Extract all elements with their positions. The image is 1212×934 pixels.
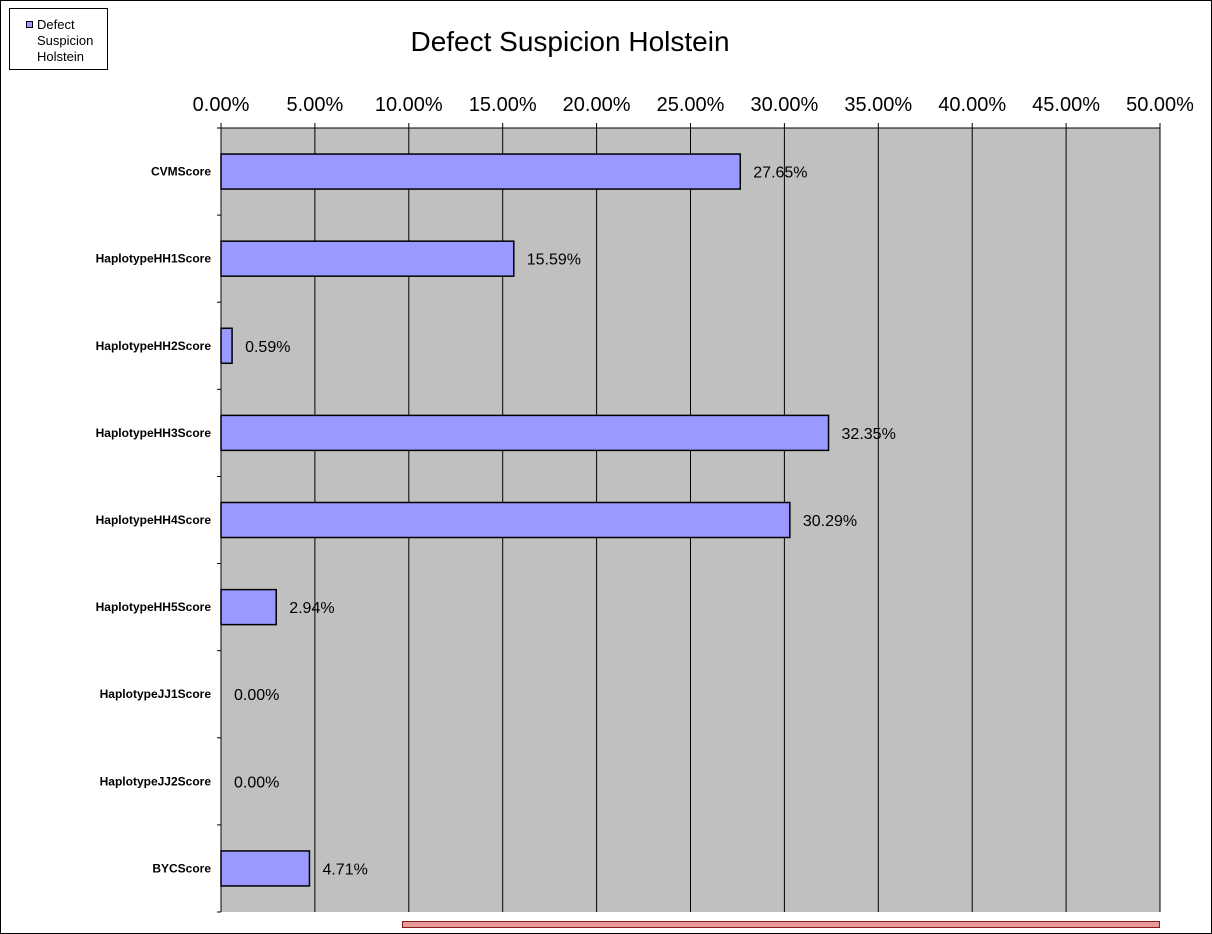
category-label: HaplotypeHH1Score — [96, 252, 212, 266]
category-label: HaplotypeJJ2Score — [100, 774, 212, 788]
x-tick-label: 0.00% — [193, 94, 250, 116]
data-label: 32.35% — [842, 426, 896, 443]
bar — [220, 588, 277, 626]
data-label: 27.65% — [753, 165, 807, 182]
data-label: 2.94% — [289, 600, 334, 617]
x-tick-label: 30.00% — [750, 94, 818, 116]
category-label: BYCScore — [152, 861, 211, 875]
bar — [220, 153, 742, 190]
bar — [220, 414, 830, 452]
data-label: 15.59% — [527, 252, 581, 269]
chart-title: Defect Suspicion Holstein — [410, 26, 730, 57]
data-label: 4.71% — [322, 861, 367, 878]
bar — [220, 850, 311, 887]
data-label: 0.00% — [234, 774, 279, 791]
x-tick-label: 35.00% — [844, 94, 912, 116]
category-label: HaplotypeHH4Score — [96, 513, 212, 527]
category-label: HaplotypeJJ1Score — [100, 687, 212, 701]
legend: Defect Suspicion Holstein — [9, 8, 108, 70]
x-tick-label: 5.00% — [287, 94, 344, 116]
data-label: 30.29% — [803, 513, 857, 530]
category-label: HaplotypeHH5Score — [96, 600, 212, 614]
category-label: CVMScore — [151, 165, 211, 179]
legend-label: Defect Suspicion Holstein — [37, 17, 94, 64]
category-label: HaplotypeHH2Score — [96, 339, 212, 353]
x-tick-label: 50.00% — [1126, 94, 1194, 116]
horizontal-scrollbar[interactable] — [402, 921, 1160, 928]
bar — [220, 327, 233, 365]
x-tick-label: 15.00% — [469, 94, 537, 116]
bar — [220, 240, 515, 277]
x-tick-label: 10.00% — [375, 94, 443, 116]
bar — [220, 501, 791, 539]
x-tick-label: 40.00% — [938, 94, 1006, 116]
x-tick-label: 20.00% — [563, 94, 631, 116]
x-tick-label: 45.00% — [1032, 94, 1100, 116]
category-label: HaplotypeHH3Score — [96, 426, 212, 440]
x-tick-label: 25.00% — [657, 94, 725, 116]
data-label: 0.59% — [245, 339, 290, 356]
data-label: 0.00% — [234, 687, 279, 704]
legend-swatch — [26, 21, 33, 28]
